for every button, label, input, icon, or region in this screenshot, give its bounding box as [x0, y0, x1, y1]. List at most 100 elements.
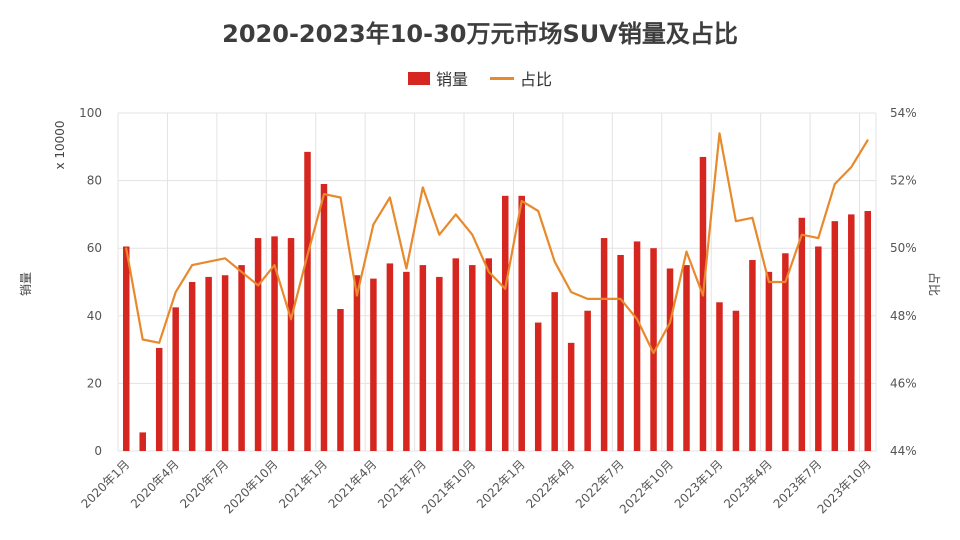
- bar: [436, 276, 443, 451]
- x-tick-label: 2022年1月: [474, 457, 528, 511]
- bar: [732, 310, 740, 451]
- legend-label-sales: 销量: [435, 70, 468, 89]
- y-axis-unit-label: x 10000: [53, 120, 67, 169]
- bar: [798, 217, 806, 451]
- y-left-tick-label: 80: [87, 174, 102, 188]
- share-point: [652, 352, 655, 354]
- y-right-tick-label: 44%: [890, 444, 917, 458]
- y-right-tick-label: 50%: [890, 241, 917, 255]
- share-point: [174, 291, 177, 293]
- y-left-tick-label: 0: [94, 444, 102, 458]
- share-point: [685, 250, 688, 253]
- share-point: [669, 321, 671, 324]
- bar: [188, 282, 196, 451]
- bar: [287, 238, 295, 451]
- share-point: [586, 298, 589, 300]
- share-point: [141, 338, 144, 341]
- bar: [600, 238, 608, 451]
- bar: [666, 268, 674, 451]
- chart-title: 2020-2023年10-30万元市场SUV销量及占比: [222, 20, 738, 48]
- share-point: [553, 260, 556, 263]
- share-point: [603, 298, 605, 300]
- x-tick-label: 2023年1月: [672, 457, 726, 511]
- y-axis-right: 44% 46% 48% 50% 52% 54%: [890, 106, 917, 458]
- x-tick-label: 2023年4月: [721, 457, 775, 511]
- share-point: [455, 213, 457, 216]
- bar: [782, 253, 789, 451]
- share-point: [636, 318, 638, 320]
- bar: [650, 248, 657, 451]
- bar: [139, 432, 146, 451]
- bar: [403, 271, 410, 451]
- x-tick-label: 2022年10月: [617, 457, 676, 516]
- bar: [353, 275, 361, 451]
- bar: [848, 214, 855, 451]
- bar: [221, 275, 229, 451]
- bar: [683, 265, 690, 451]
- bar: [238, 265, 245, 451]
- y-left-tick-label: 100: [79, 106, 102, 120]
- legend-label-share: 占比: [520, 70, 553, 89]
- share-point: [191, 264, 193, 266]
- bar: [337, 309, 344, 451]
- share-point: [702, 294, 704, 297]
- share-point: [438, 233, 441, 236]
- bar: [419, 265, 427, 451]
- bar: [122, 246, 130, 451]
- bar: [567, 342, 575, 451]
- bar: [271, 236, 278, 451]
- share-point: [504, 287, 507, 290]
- bar: [304, 151, 311, 451]
- x-tick-label: 2021年4月: [326, 457, 380, 511]
- bar: [584, 310, 591, 451]
- x-axis: 2020年1月2020年4月2020年7月2020年10月2021年1月2021…: [78, 457, 873, 516]
- bar: [617, 254, 624, 451]
- share-point: [339, 196, 342, 199]
- y-left-tick-label: 60: [87, 241, 102, 255]
- bar: [155, 347, 163, 451]
- bar: [205, 276, 212, 451]
- x-tick-label: 2021年10月: [419, 457, 478, 516]
- legend-line-swatch: [490, 76, 514, 80]
- bar: [864, 211, 872, 451]
- line-series: [125, 132, 869, 355]
- bar: [370, 278, 377, 451]
- y-right-tick-label: 48%: [890, 309, 917, 323]
- share-line: [125, 132, 869, 355]
- x-tick-label: 2020年1月: [78, 457, 132, 511]
- share-point: [389, 196, 391, 199]
- bar: [172, 307, 179, 451]
- share-point: [520, 200, 523, 202]
- x-tick-label: 2020年7月: [177, 457, 231, 511]
- share-point: [290, 318, 292, 320]
- x-tick-label: 2021年1月: [276, 457, 330, 511]
- y-right-tick-label: 54%: [890, 106, 917, 120]
- bar: [831, 221, 839, 451]
- legend-item-sales: 销量: [407, 66, 468, 90]
- share-point: [817, 237, 820, 239]
- share-point: [784, 281, 787, 283]
- share-point: [372, 223, 375, 226]
- share-point: [619, 298, 622, 300]
- y-right-tick-label: 52%: [890, 174, 917, 188]
- share-point: [735, 220, 737, 222]
- share-point: [537, 210, 539, 212]
- share-point: [487, 271, 490, 273]
- bar: [469, 265, 476, 451]
- bar: [320, 183, 328, 452]
- share-point: [257, 284, 259, 287]
- share-point: [471, 233, 474, 236]
- share-point: [207, 260, 210, 263]
- share-point: [801, 233, 803, 236]
- y-left-tick-label: 40: [87, 309, 102, 323]
- y-axis-left-title: 销量: [19, 272, 33, 296]
- share-point: [850, 166, 853, 168]
- share-point: [718, 132, 721, 135]
- bar: [749, 260, 756, 451]
- bar: [452, 258, 460, 451]
- y-left-tick-label: 20: [87, 376, 102, 390]
- bar: [815, 246, 822, 451]
- y-axis-right-title: 占比: [927, 272, 942, 296]
- bar: [386, 263, 394, 451]
